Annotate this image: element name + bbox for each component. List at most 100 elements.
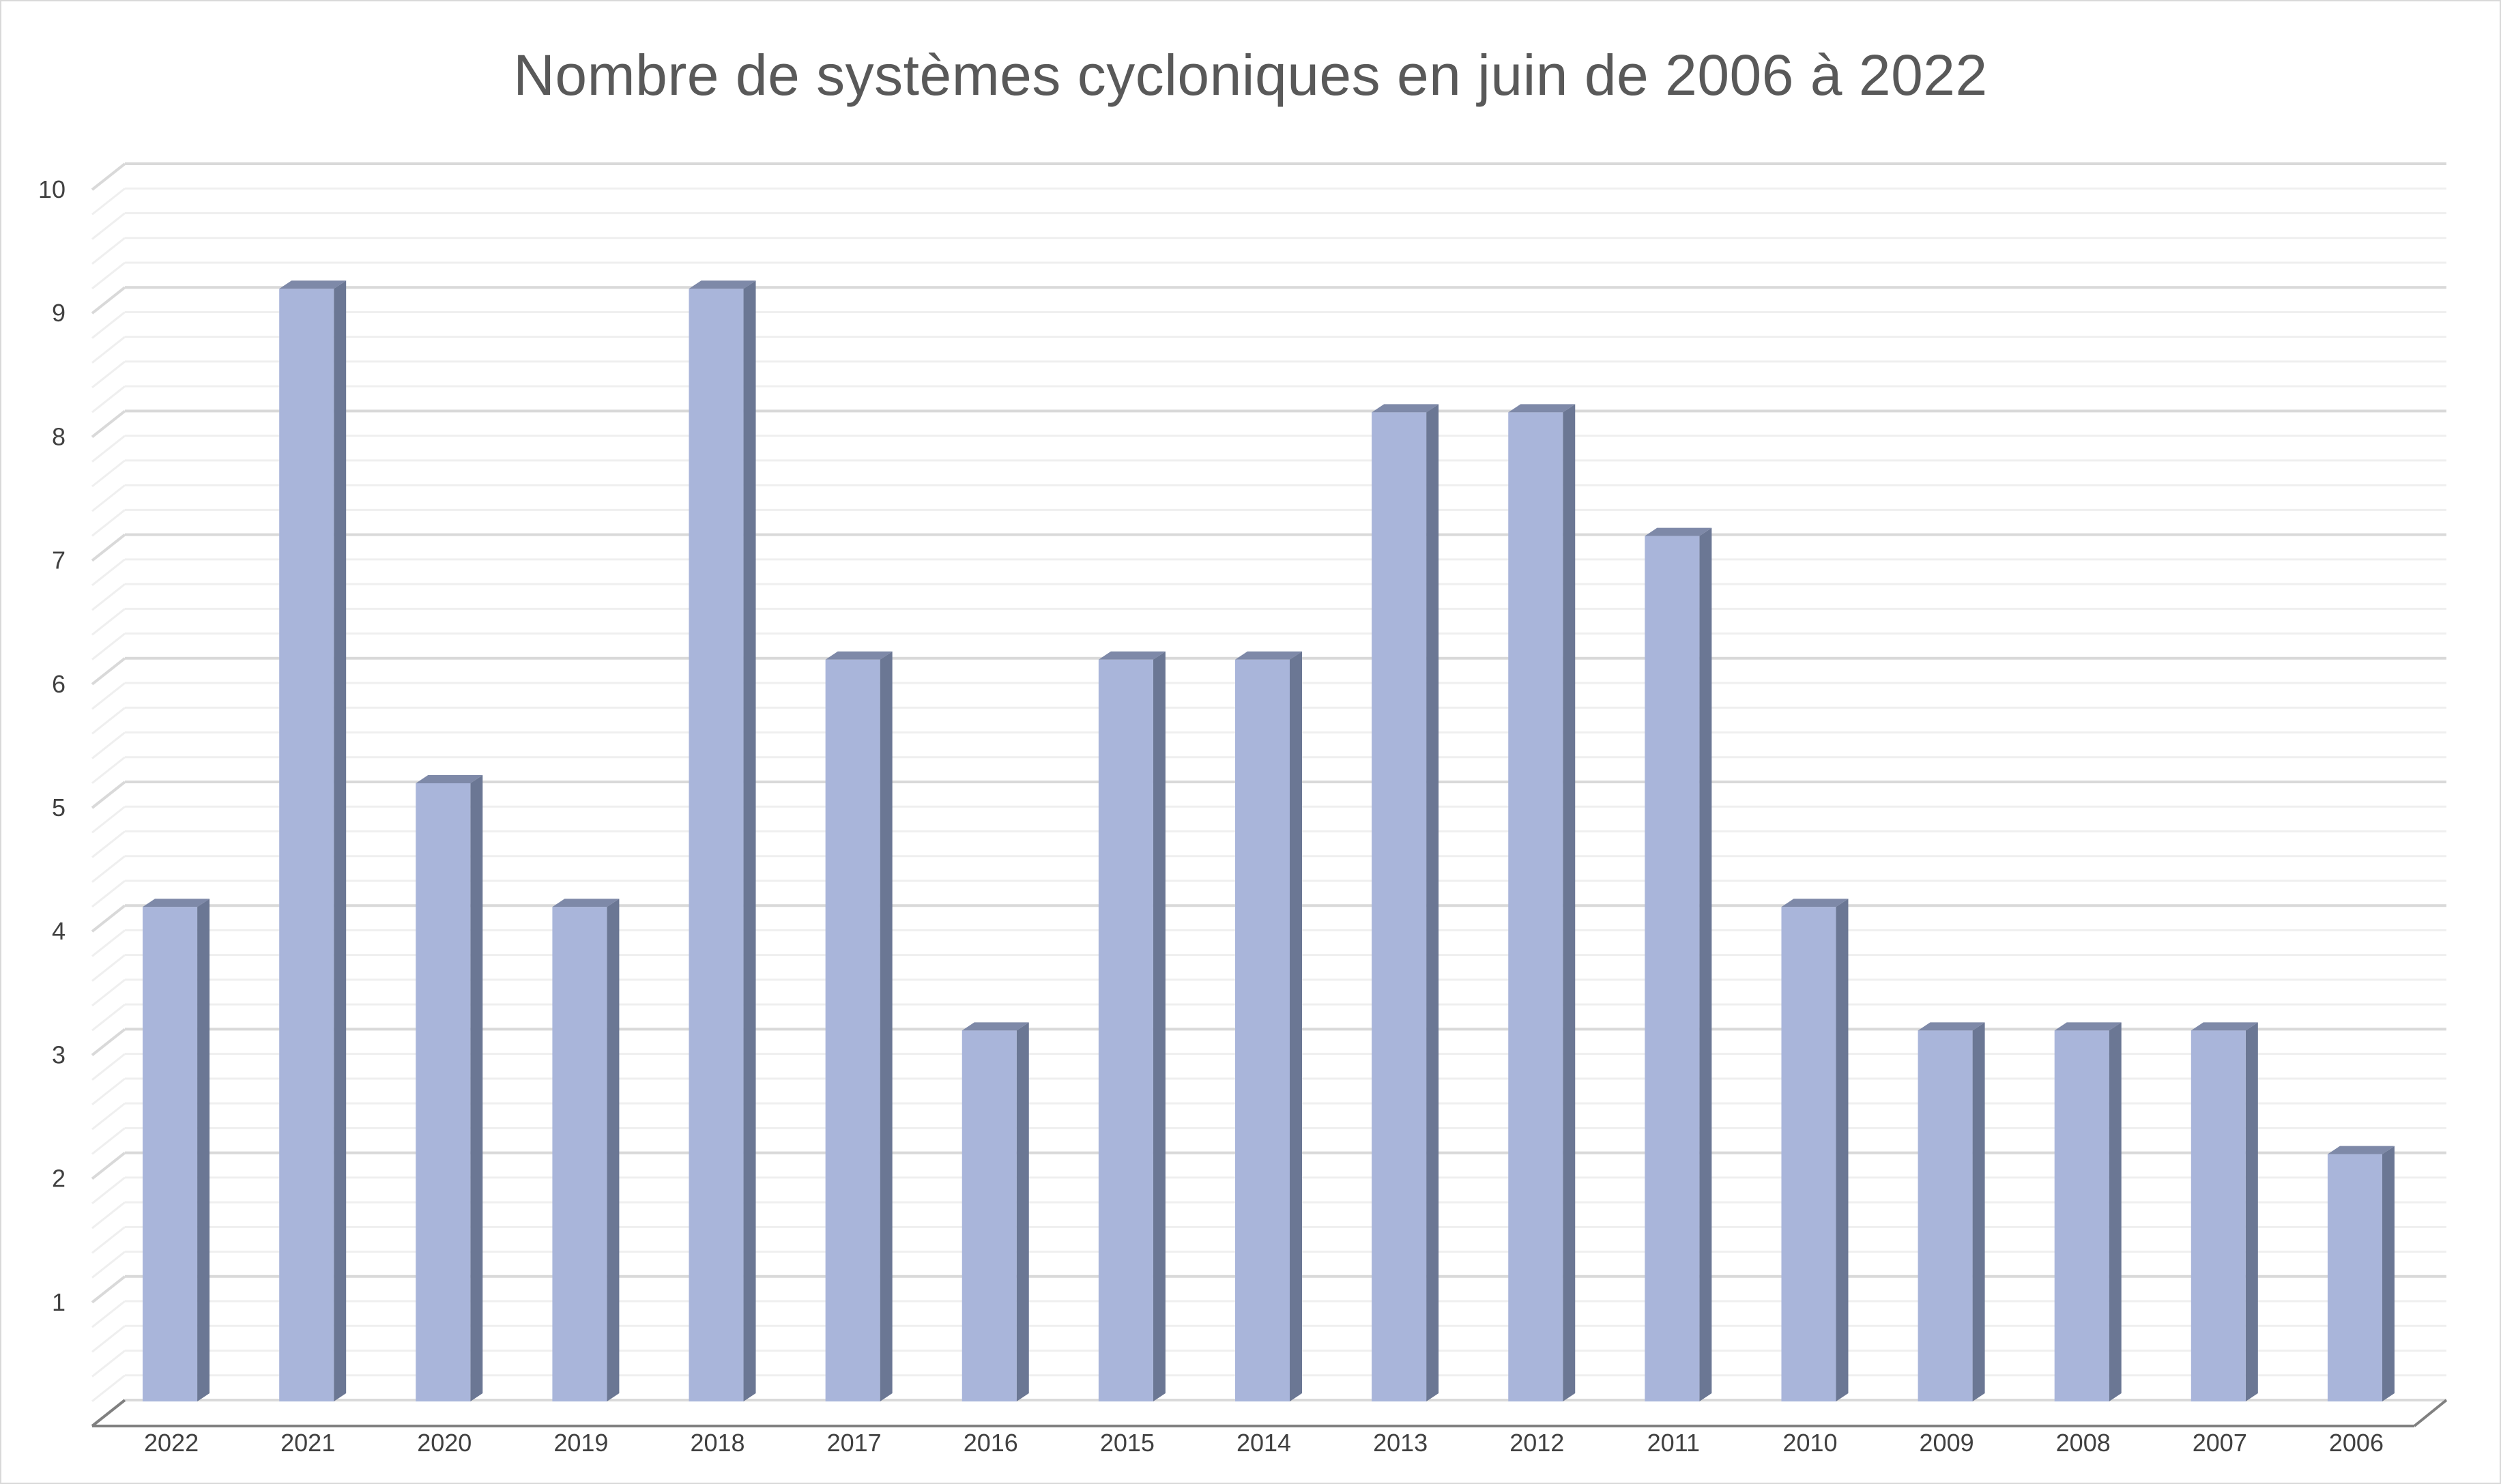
x-tick-label: 2010 [1782,1429,1837,1457]
minor-gridline-side [91,484,126,512]
x-axis-left-edge [91,1399,126,1427]
bar-side [607,899,620,1401]
x-tick-label: 2018 [690,1429,744,1457]
bar-side [197,899,210,1401]
minor-gridline-side [91,311,126,339]
bar-top [1508,404,1576,413]
minor-gridline-side [91,1102,126,1131]
y-axis-ticks: 1 2 3 4 5 6 7 8 9 10 [38,175,66,1316]
bar-front [416,783,471,1401]
bar-front [143,907,198,1401]
minor-gridline-side [91,583,126,611]
bar-top [1372,404,1439,413]
bar-side [1836,899,1849,1401]
minor-gridline-side [91,929,126,957]
y-tick-label: 7 [52,547,66,574]
minor-gridline-side [91,682,126,710]
major-gridline-side [91,286,126,315]
bar-side [1699,527,1712,1401]
bar-front [962,1030,1017,1401]
bar-front [1645,536,1700,1401]
x-axis-ticks: 2022 2021 2020 2019 2018 2017 2016 2015 2014 2013… [144,1429,2384,1457]
minor-gridline-side [91,459,126,488]
y-tick-label: 8 [52,422,66,450]
bar-side [880,651,893,1401]
minor-gridline-side [91,1127,126,1155]
bar [1918,1022,1985,1401]
bar-front [552,907,607,1401]
minor-gridline-side [91,188,126,216]
major-gridline-side [91,904,126,933]
minor-gridline-side [91,509,126,537]
x-tick-label: 2009 [1920,1429,1974,1457]
bar-front [279,289,334,1402]
minor-gridline-side [91,336,126,364]
major-gridline-side [91,534,126,562]
minor-gridline-side [91,360,126,389]
x-tick-label: 2008 [2056,1429,2111,1457]
bar-top [1645,527,1712,536]
x-tick-label: 2017 [827,1429,882,1457]
minor-gridline-side [91,558,126,587]
bar [1372,404,1439,1401]
minor-gridline-side [91,1300,126,1328]
major-gridline-side [91,1028,126,1056]
bar [825,651,893,1401]
major-gridline-side [91,162,126,191]
minor-gridline-side [91,1325,126,1353]
minor-gridline-side [91,435,126,463]
bar-top [552,899,620,907]
bar-top [2191,1022,2258,1031]
minor-gridline-side [91,1077,126,1106]
y-tick-label: 9 [52,299,66,327]
minor-gridline-side [91,632,126,660]
major-gridline-side [91,781,126,809]
minor-gridline-side [91,1350,126,1378]
minor-gridline-side [91,1176,126,1205]
bar [416,775,483,1401]
x-tick-label: 2013 [1373,1429,1428,1457]
bar-top [1781,899,1849,907]
bar [552,899,620,1401]
chart-title: Nombre de systèmes cycloniques en juin d… [513,43,1988,107]
x-tick-label: 2020 [417,1429,472,1457]
bar-front [1235,659,1290,1401]
bar [143,899,210,1401]
major-gridline-side [91,657,126,686]
bar-front [2191,1030,2246,1401]
minor-gridline-side [91,1251,126,1279]
bar-top [2054,1022,2122,1031]
minor-gridline-side [91,261,126,290]
bar [1235,651,1302,1401]
minor-gridline-side [91,830,126,858]
x-tick-label: 2007 [2193,1429,2247,1457]
x-axis-right-edge [2413,1399,2448,1427]
bar-top [2327,1146,2395,1154]
y-tick-label: 3 [52,1041,66,1068]
minor-gridline-side [91,756,126,784]
bar-side [1153,651,1166,1401]
y-tick-label: 6 [52,670,66,698]
bar-top [825,651,893,660]
bar [1781,899,1849,1401]
minor-gridline-side [91,212,126,240]
bar-top [1918,1022,1985,1031]
x-tick-label: 2019 [553,1429,608,1457]
minor-gridline-side [91,1053,126,1081]
minor-gridline-side [91,1226,126,1254]
bar-front [1508,412,1563,1401]
y-tick-label: 5 [52,794,66,821]
bar-side [1426,404,1439,1401]
major-gridline-side [91,1275,126,1304]
minor-gridline-side [91,1374,126,1402]
bar [2054,1022,2122,1401]
bar-side [1563,404,1576,1401]
x-tick-label: 2011 [1647,1429,1700,1457]
minor-gridline-side [91,1003,126,1032]
y-tick-label: 4 [52,917,66,945]
bar-side [334,280,347,1402]
minor-gridline-side [91,731,126,759]
bar [689,280,756,1402]
bar-side [1972,1022,1985,1401]
